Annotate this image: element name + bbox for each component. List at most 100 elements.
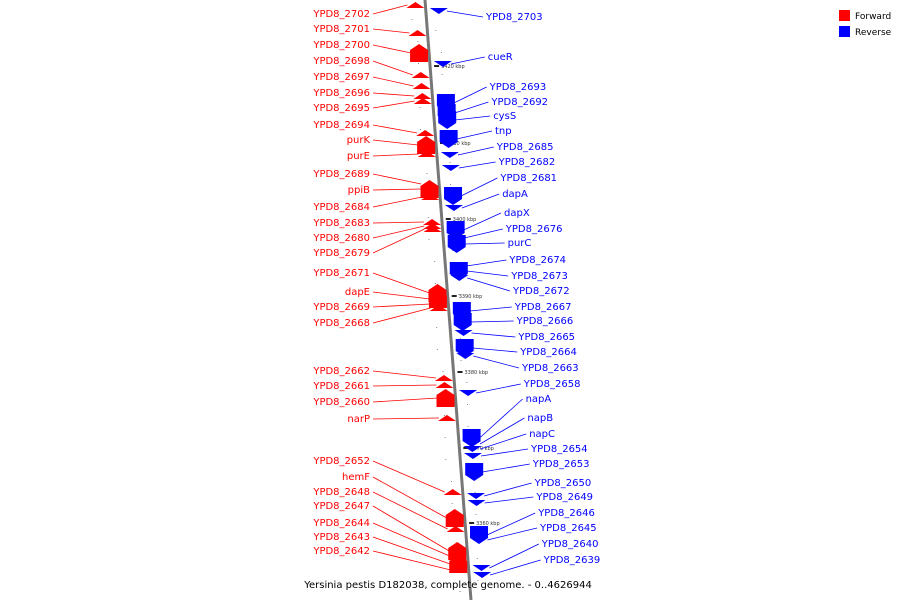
gene-label[interactable]: YPD8_2668 — [312, 318, 370, 329]
gene-glyph[interactable] — [429, 305, 448, 311]
gene-label[interactable]: YPD8_2646 — [537, 508, 595, 519]
gene-glyph[interactable] — [412, 83, 431, 89]
gene-label[interactable]: YPD8_2642 — [312, 546, 370, 557]
gene-glyph[interactable] — [445, 509, 464, 527]
gene-label[interactable]: YPD8_2640 — [541, 539, 599, 550]
gene-label[interactable]: YPD8_2679 — [312, 248, 370, 259]
gene-glyph[interactable] — [446, 221, 465, 239]
gene-label[interactable]: YPD8_2645 — [539, 523, 597, 534]
gene-label[interactable]: cysS — [493, 111, 516, 122]
gene-glyph[interactable] — [440, 152, 459, 158]
gene-label[interactable]: YPD8_2665 — [517, 332, 575, 343]
gene-glyph[interactable] — [449, 555, 468, 573]
gene-glyph[interactable] — [438, 415, 457, 421]
gene-glyph[interactable] — [433, 61, 452, 67]
gene-label[interactable]: YPD8_2648 — [312, 487, 370, 498]
gene-glyph[interactable] — [441, 165, 460, 171]
gene-label[interactable]: purE — [347, 151, 370, 162]
gene-glyph[interactable] — [467, 493, 486, 499]
gene-glyph[interactable] — [421, 194, 440, 200]
gene-glyph[interactable] — [463, 446, 482, 452]
gene-glyph[interactable] — [413, 98, 432, 104]
gene-label[interactable]: YPD8_2694 — [312, 120, 370, 131]
gene-label[interactable]: YPD8_2643 — [312, 532, 370, 543]
gene-label[interactable]: YPD8_2702 — [312, 9, 370, 20]
gene-glyph[interactable] — [435, 382, 454, 388]
gene-glyph[interactable] — [444, 205, 463, 211]
gene-glyph[interactable] — [428, 290, 447, 308]
gene-glyph[interactable] — [411, 72, 430, 78]
gene-glyph[interactable] — [449, 567, 468, 573]
gene-label[interactable]: YPD8_2639 — [543, 555, 601, 566]
gene-glyph[interactable] — [472, 565, 491, 571]
gene-label[interactable]: YPD8_2653 — [532, 459, 590, 470]
gene-label[interactable]: purK — [347, 135, 371, 146]
gene-glyph[interactable] — [459, 390, 478, 396]
gene-label[interactable]: YPD8_2644 — [312, 518, 370, 529]
gene-label[interactable]: cueR — [488, 52, 513, 63]
gene-label[interactable]: YPD8_2680 — [312, 233, 370, 244]
gene-label[interactable]: YPD8_2654 — [530, 444, 588, 455]
gene-label[interactable]: YPD8_2684 — [312, 202, 370, 213]
gene-glyph[interactable] — [467, 500, 486, 506]
gene-label[interactable]: napC — [529, 429, 555, 440]
gene-label[interactable]: YPD8_2664 — [519, 347, 577, 358]
gene-label[interactable]: YPD8_2667 — [514, 302, 572, 313]
gene-glyph[interactable] — [463, 441, 482, 447]
gene-label[interactable]: YPD8_2662 — [312, 366, 370, 377]
gene-label[interactable]: YPD8_2703 — [485, 12, 543, 23]
gene-label[interactable]: napA — [526, 394, 552, 405]
gene-glyph[interactable] — [455, 339, 474, 357]
gene-label[interactable]: YPD8_2685 — [496, 142, 554, 153]
gene-label[interactable]: YPD8_2669 — [312, 302, 370, 313]
gene-glyph[interactable] — [416, 130, 435, 136]
gene-label[interactable]: YPD8_2697 — [312, 72, 370, 83]
gene-glyph[interactable] — [456, 353, 475, 359]
gene-glyph[interactable] — [429, 8, 448, 14]
gene-glyph[interactable] — [450, 275, 469, 281]
gene-label[interactable]: YPD8_2681 — [499, 173, 557, 184]
gene-label[interactable]: YPD8_2671 — [312, 268, 370, 279]
gene-label[interactable]: YPD8_2658 — [523, 379, 581, 390]
gene-glyph[interactable] — [453, 313, 472, 331]
gene-label[interactable]: YPD8_2700 — [312, 40, 370, 51]
gene-glyph[interactable] — [413, 93, 432, 99]
gene-glyph[interactable] — [423, 219, 442, 225]
gene-label[interactable]: YPD8_2689 — [312, 169, 370, 180]
gene-glyph[interactable] — [406, 2, 425, 8]
gene-label[interactable]: tnp — [495, 126, 512, 137]
gene-label[interactable]: napB — [527, 413, 553, 424]
gene-glyph[interactable] — [434, 375, 453, 381]
gene-glyph[interactable] — [473, 572, 492, 578]
gene-glyph[interactable] — [423, 226, 442, 232]
gene-label[interactable]: YPD8_2696 — [312, 88, 370, 99]
gene-label[interactable]: YPD8_2692 — [490, 97, 548, 108]
gene-glyph[interactable] — [408, 30, 427, 36]
gene-glyph[interactable] — [410, 44, 429, 62]
gene-label[interactable]: YPD8_2661 — [312, 381, 370, 392]
gene-glyph[interactable] — [465, 463, 484, 481]
gene-glyph[interactable] — [439, 130, 458, 148]
gene-label[interactable]: YPD8_2701 — [312, 24, 370, 35]
gene-label[interactable]: YPD8_2663 — [521, 363, 579, 374]
gene-glyph[interactable] — [470, 537, 489, 543]
gene-glyph[interactable] — [448, 542, 467, 560]
gene-label[interactable]: YPD8_2698 — [312, 56, 370, 67]
gene-label[interactable]: YPD8_2649 — [535, 492, 593, 503]
gene-glyph[interactable] — [417, 136, 436, 154]
gene-label[interactable]: YPD8_2683 — [312, 218, 370, 229]
gene-label[interactable]: purC — [508, 238, 532, 249]
gene-label[interactable]: YPD8_2673 — [510, 271, 568, 282]
gene-label[interactable]: YPD8_2650 — [534, 478, 592, 489]
gene-label[interactable]: dapX — [504, 208, 530, 219]
gene-label[interactable]: narP — [347, 414, 370, 425]
gene-glyph[interactable] — [463, 453, 482, 459]
gene-glyph[interactable] — [436, 389, 455, 407]
gene-label[interactable]: YPD8_2682 — [498, 157, 556, 168]
gene-glyph[interactable] — [454, 330, 473, 336]
gene-label[interactable]: YPD8_2660 — [312, 397, 370, 408]
gene-label[interactable]: YPD8_2695 — [312, 103, 370, 114]
gene-label[interactable]: YPD8_2693 — [489, 82, 547, 93]
gene-label[interactable]: YPD8_2666 — [516, 316, 574, 327]
